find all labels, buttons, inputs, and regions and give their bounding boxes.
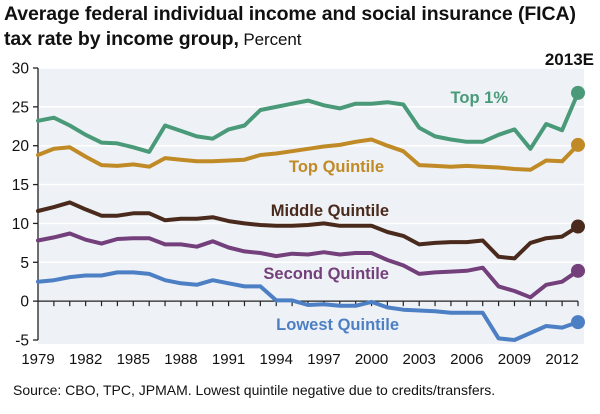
chart-title-main: Average federal individual income and so… [4, 3, 576, 50]
series-line-middle-quintile [36, 200, 580, 261]
series-label: Second Quintile [263, 265, 389, 283]
estimate-label: 2013E [544, 50, 594, 69]
y-tick-label: 10 [12, 216, 30, 233]
series-line-lowest-quintile [36, 270, 580, 342]
series-label: Lowest Quintile [276, 316, 399, 334]
source-note: Source: CBO, TPC, JPMAM. Lowest quintile… [13, 382, 496, 398]
series-end-marker [571, 263, 585, 278]
x-tick-label: 1982 [69, 351, 102, 368]
x-tick-label: 2009 [498, 351, 531, 368]
y-tick-label: 15 [12, 177, 29, 194]
y-tick-label: 25 [12, 99, 29, 116]
x-tick-label: 1988 [164, 351, 197, 368]
series-end-marker [571, 219, 585, 234]
chart-title-unit: Percent [238, 30, 302, 49]
x-tick-label: 1991 [212, 351, 245, 368]
series-label: Top Quintile [289, 158, 384, 176]
series-line-second-quintile [36, 231, 580, 300]
y-tick-label: 5 [20, 255, 29, 272]
plot-background [38, 68, 584, 344]
x-tick-label: 2000 [355, 351, 388, 368]
x-tick-label: 1979 [21, 351, 54, 368]
series-line-top-1- [36, 90, 580, 154]
chart-title: Average federal individual income and so… [4, 2, 600, 52]
x-tick-label: 1985 [117, 351, 150, 368]
x-tick-label: 2006 [450, 351, 483, 368]
y-tick-label: 20 [12, 138, 30, 155]
series-end-marker [571, 137, 585, 152]
x-tick-label: 1994 [260, 351, 293, 368]
series-line-top-quintile [36, 137, 580, 172]
series-label: Top 1% [451, 89, 509, 107]
x-tick-label: 2003 [402, 351, 435, 368]
series-end-marker [571, 315, 585, 330]
y-tick-label: 30 [12, 61, 30, 78]
series-end-marker [571, 85, 585, 100]
x-tick-label: 2012 [545, 351, 578, 368]
y-tick-label: -5 [15, 333, 29, 350]
series-label: Middle Quintile [271, 202, 389, 220]
y-tick-label: 0 [20, 294, 29, 311]
x-tick-label: 1997 [307, 351, 340, 368]
